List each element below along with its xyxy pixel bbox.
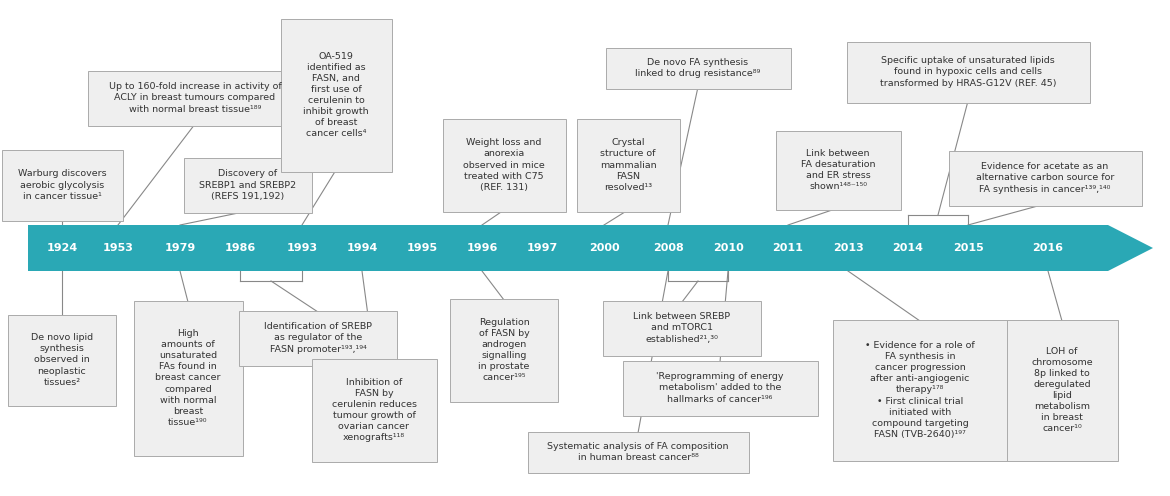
Text: Regulation
of FASN by
androgen
signalling
in prostate
cancer¹⁹⁵: Regulation of FASN by androgen signallin… xyxy=(479,318,530,382)
Text: 2000: 2000 xyxy=(589,243,619,253)
Text: OA-519
identified as
FASN, and
first use of
cerulenin to
inhibit growth
of breas: OA-519 identified as FASN, and first use… xyxy=(303,52,369,138)
Text: 1924: 1924 xyxy=(47,243,77,253)
Text: 2013: 2013 xyxy=(833,243,863,253)
Text: 'Reprogramming of energy
metabolism' added to the
hallmarks of cancer¹⁹⁶: 'Reprogramming of energy metabolism' add… xyxy=(656,372,784,404)
Text: Weight loss and
anorexia
observed in mice
treated with C75
(REF. 131): Weight loss and anorexia observed in mic… xyxy=(463,138,545,191)
FancyBboxPatch shape xyxy=(1,149,123,221)
FancyBboxPatch shape xyxy=(833,319,1007,460)
Text: Warburg discovers
aerobic glycolysis
in cancer tissue¹: Warburg discovers aerobic glycolysis in … xyxy=(18,170,106,200)
FancyBboxPatch shape xyxy=(184,158,312,212)
Text: 1994: 1994 xyxy=(346,243,378,253)
Text: 1979: 1979 xyxy=(164,243,195,253)
FancyBboxPatch shape xyxy=(8,314,116,406)
Polygon shape xyxy=(1108,225,1152,271)
Text: 2014: 2014 xyxy=(893,243,923,253)
FancyBboxPatch shape xyxy=(776,130,901,209)
Text: High
amounts of
unsaturated
FAs found in
breast cancer
compared
with normal
brea: High amounts of unsaturated FAs found in… xyxy=(156,329,221,427)
Text: 2011: 2011 xyxy=(772,243,804,253)
FancyBboxPatch shape xyxy=(239,310,397,366)
Text: LOH of
chromosome
8p linked to
deregulated
lipid
metabolism
in breast
cancer¹⁰: LOH of chromosome 8p linked to deregulat… xyxy=(1031,347,1093,434)
Text: 1986: 1986 xyxy=(225,243,255,253)
Text: Up to 160-fold increase in activity of
ACLY in breast tumours compared
with norm: Up to 160-fold increase in activity of A… xyxy=(109,82,281,114)
Text: Inhibition of
FASN by
cerulenin reduces
tumour growth of
ovarian cancer
xenograf: Inhibition of FASN by cerulenin reduces … xyxy=(331,378,417,442)
Text: Systematic analysis of FA composition
in human breast cancer⁸⁸: Systematic analysis of FA composition in… xyxy=(548,442,729,462)
Text: Evidence for acetate as an
alternative carbon source for
FA synthesis in cancer¹: Evidence for acetate as an alternative c… xyxy=(976,162,1114,193)
Text: 2010: 2010 xyxy=(713,243,743,253)
FancyBboxPatch shape xyxy=(603,301,761,356)
Text: Specific uptake of unsaturated lipids
found in hypoxic cells and cells
transform: Specific uptake of unsaturated lipids fo… xyxy=(880,57,1057,88)
Text: 2008: 2008 xyxy=(653,243,683,253)
Text: De novo lipid
synthesis
observed in
neoplastic
tissues²: De novo lipid synthesis observed in neop… xyxy=(30,333,94,387)
FancyBboxPatch shape xyxy=(311,359,436,461)
FancyBboxPatch shape xyxy=(133,301,242,455)
Text: Discovery of
SREBP1 and SREBP2
(REFS 191,192): Discovery of SREBP1 and SREBP2 (REFS 191… xyxy=(199,170,296,200)
Text: 1953: 1953 xyxy=(103,243,133,253)
Text: Crystal
structure of
mammalian
FASN
resolved¹³: Crystal structure of mammalian FASN reso… xyxy=(600,138,656,191)
FancyBboxPatch shape xyxy=(88,70,303,125)
FancyBboxPatch shape xyxy=(28,225,1108,271)
FancyBboxPatch shape xyxy=(606,48,791,88)
Text: Identification of SREBP
as regulator of the
FASN promoter¹⁹³,¹⁹⁴: Identification of SREBP as regulator of … xyxy=(264,322,372,354)
Text: 1996: 1996 xyxy=(467,243,497,253)
Text: 1993: 1993 xyxy=(287,243,317,253)
FancyBboxPatch shape xyxy=(442,119,565,211)
Text: 2015: 2015 xyxy=(952,243,983,253)
FancyBboxPatch shape xyxy=(281,18,392,172)
FancyBboxPatch shape xyxy=(847,42,1089,103)
FancyBboxPatch shape xyxy=(450,299,558,401)
FancyBboxPatch shape xyxy=(528,432,749,473)
FancyBboxPatch shape xyxy=(622,361,818,416)
Text: 1995: 1995 xyxy=(406,243,438,253)
FancyBboxPatch shape xyxy=(949,150,1142,205)
Text: De novo FA synthesis
linked to drug resistance⁸⁹: De novo FA synthesis linked to drug resi… xyxy=(635,58,760,78)
Text: • Evidence for a role of
FA synthesis in
cancer progression
after anti-angiogeni: • Evidence for a role of FA synthesis in… xyxy=(865,341,975,439)
Text: 2016: 2016 xyxy=(1032,243,1064,253)
FancyBboxPatch shape xyxy=(1006,319,1117,460)
Text: Link between
FA desaturation
and ER stress
shown¹⁴⁸⁻¹⁵⁰: Link between FA desaturation and ER stre… xyxy=(800,149,875,191)
FancyBboxPatch shape xyxy=(577,119,680,211)
Text: Link between SREBP
and mTORC1
established²¹,³⁰: Link between SREBP and mTORC1 establishe… xyxy=(633,312,730,344)
Text: 1997: 1997 xyxy=(526,243,558,253)
